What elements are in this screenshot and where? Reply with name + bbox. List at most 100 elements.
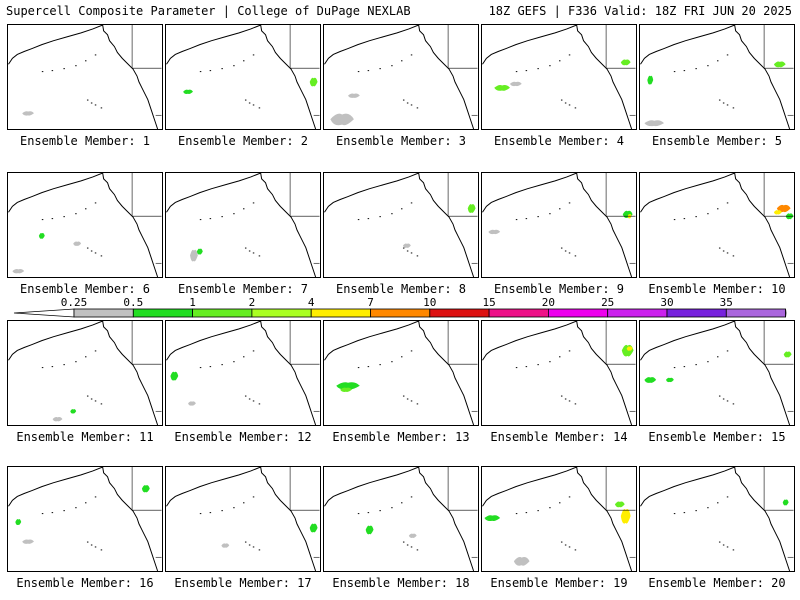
field-blob bbox=[70, 409, 77, 414]
colorbar-tick-label: 4 bbox=[308, 296, 315, 309]
field-blob bbox=[620, 59, 631, 66]
island bbox=[574, 255, 577, 257]
island bbox=[726, 546, 729, 548]
island bbox=[722, 544, 725, 546]
island bbox=[410, 546, 413, 548]
island bbox=[391, 507, 393, 509]
coastline bbox=[482, 321, 577, 361]
island bbox=[673, 513, 676, 515]
island bbox=[63, 216, 65, 218]
coastline bbox=[260, 173, 317, 277]
island bbox=[406, 102, 409, 104]
island bbox=[379, 68, 381, 70]
island bbox=[90, 250, 93, 252]
field-blob bbox=[408, 533, 417, 538]
island bbox=[221, 364, 223, 366]
field-blob bbox=[22, 539, 34, 544]
ensemble-map-9 bbox=[481, 172, 637, 278]
island bbox=[406, 398, 409, 400]
coastline bbox=[166, 321, 261, 361]
field-blob bbox=[309, 77, 318, 87]
island bbox=[717, 356, 719, 358]
ensemble-map-14 bbox=[481, 320, 637, 426]
map-canvas bbox=[166, 467, 320, 571]
island bbox=[410, 252, 413, 254]
island bbox=[75, 507, 77, 509]
island bbox=[410, 496, 413, 498]
colorbar-tick-label: 10 bbox=[423, 296, 436, 309]
island bbox=[51, 70, 54, 72]
field-blob bbox=[38, 232, 45, 239]
island bbox=[525, 70, 528, 72]
coastline bbox=[482, 467, 577, 507]
island bbox=[574, 403, 577, 405]
island bbox=[209, 70, 212, 72]
map-canvas bbox=[324, 321, 478, 425]
island bbox=[718, 541, 721, 543]
island bbox=[695, 510, 697, 512]
island bbox=[568, 104, 571, 106]
field-blob bbox=[488, 229, 501, 235]
field-blob bbox=[467, 204, 476, 213]
field-blob bbox=[626, 346, 633, 351]
island bbox=[717, 60, 719, 62]
island bbox=[515, 71, 518, 73]
member-label: Ensemble Member: 18 bbox=[332, 576, 470, 590]
colorbar-bin bbox=[548, 308, 609, 318]
coastline bbox=[166, 25, 261, 65]
island bbox=[406, 250, 409, 252]
island bbox=[209, 512, 212, 514]
island bbox=[367, 218, 370, 220]
ensemble-map-10 bbox=[639, 172, 795, 278]
island bbox=[357, 513, 360, 515]
island bbox=[559, 60, 561, 62]
island bbox=[717, 208, 719, 210]
island bbox=[416, 549, 419, 551]
island bbox=[515, 367, 518, 369]
field-blob bbox=[170, 371, 179, 381]
coastline bbox=[418, 321, 475, 425]
member-label: Ensemble Member: 11 bbox=[16, 430, 154, 444]
field-blob bbox=[773, 210, 782, 215]
island bbox=[568, 350, 571, 352]
island bbox=[258, 107, 261, 109]
island bbox=[401, 208, 403, 210]
coastline bbox=[102, 173, 159, 277]
island bbox=[86, 99, 89, 101]
island bbox=[559, 208, 561, 210]
island bbox=[233, 65, 235, 67]
member-label: Ensemble Member: 20 bbox=[648, 576, 786, 590]
member-label: Ensemble Member: 8 bbox=[335, 282, 467, 296]
island bbox=[391, 213, 393, 215]
ensemble-map-17 bbox=[165, 466, 321, 572]
island bbox=[379, 510, 381, 512]
coastline bbox=[734, 321, 791, 425]
coastline bbox=[324, 25, 419, 65]
member-label: Ensemble Member: 17 bbox=[174, 576, 312, 590]
island bbox=[401, 356, 403, 358]
ensemble-map-7 bbox=[165, 172, 321, 278]
island bbox=[726, 202, 729, 204]
island bbox=[707, 361, 709, 363]
island bbox=[221, 216, 223, 218]
member-label: Ensemble Member: 12 bbox=[174, 430, 312, 444]
island bbox=[63, 68, 65, 70]
island bbox=[564, 102, 567, 104]
colorbar-bin bbox=[73, 308, 134, 318]
field-blob bbox=[365, 525, 374, 535]
island bbox=[63, 510, 65, 512]
ensemble-map-2 bbox=[165, 24, 321, 130]
island bbox=[41, 219, 44, 221]
field-blob bbox=[221, 543, 230, 548]
coastline bbox=[102, 25, 159, 129]
ensemble-map-19 bbox=[481, 466, 637, 572]
island bbox=[244, 395, 247, 397]
island bbox=[537, 216, 539, 218]
island bbox=[367, 366, 370, 368]
island bbox=[695, 216, 697, 218]
island bbox=[722, 398, 725, 400]
island bbox=[718, 395, 721, 397]
island bbox=[683, 218, 686, 220]
field-blob bbox=[22, 111, 34, 116]
island bbox=[94, 496, 97, 498]
